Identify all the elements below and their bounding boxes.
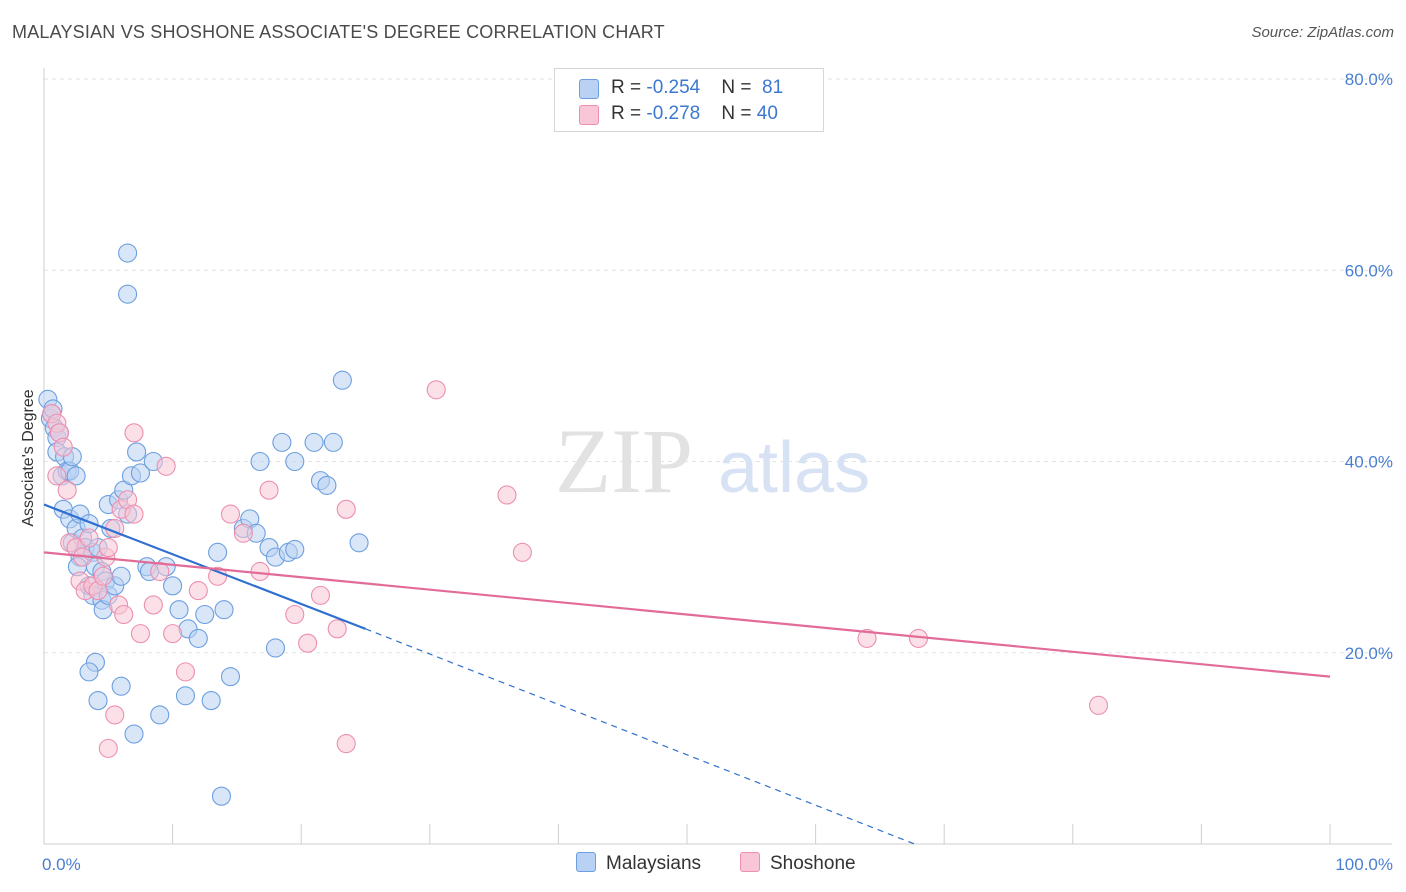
data-point-malaysians <box>214 600 234 620</box>
data-point-shoshone <box>130 624 150 644</box>
data-point-shoshone <box>336 734 356 754</box>
chart-title: MALAYSIAN VS SHOSHONE ASSOCIATE'S DEGREE… <box>12 22 665 42</box>
legend-text: R = -0.254 N = 81 <box>611 77 784 98</box>
data-point-malaysians <box>88 691 108 711</box>
data-point-shoshone <box>79 528 99 548</box>
data-point-shoshone <box>57 480 77 500</box>
y-tick-label: 80.0% <box>1345 70 1393 89</box>
data-point-malaysians <box>175 686 196 706</box>
data-points <box>38 243 1109 806</box>
legend-text: R = -0.278 N = 40 <box>611 103 778 124</box>
data-point-shoshone <box>143 595 163 615</box>
n-value: 81 <box>762 77 784 98</box>
data-point-malaysians <box>208 542 228 562</box>
data-point-shoshone <box>285 604 305 625</box>
data-point-malaysians <box>211 786 232 806</box>
bottom-legend-shoshone: Shoshone <box>740 852 856 876</box>
data-point-malaysians <box>272 432 292 452</box>
data-point-shoshone <box>220 504 241 524</box>
data-point-malaysians <box>169 600 189 620</box>
n-value: 40 <box>756 103 778 124</box>
x-tick-label: 100.0% <box>1335 855 1393 874</box>
data-point-malaysians <box>111 566 131 586</box>
watermark-atlas: atlas <box>718 428 870 508</box>
x-tick-label: 0.0% <box>42 855 81 874</box>
data-point-malaysians <box>250 451 270 472</box>
data-point-shoshone <box>114 604 134 625</box>
data-point-malaysians <box>66 466 86 486</box>
gridlines <box>44 78 1392 654</box>
data-point-shoshone <box>175 662 196 682</box>
data-point-malaysians <box>124 724 144 744</box>
data-point-shoshone <box>1088 695 1109 715</box>
data-point-malaysians <box>79 662 99 682</box>
trend-line-shoshone <box>43 551 1331 678</box>
data-point-shoshone <box>188 581 208 601</box>
data-point-shoshone <box>298 633 318 653</box>
y-tick-label: 40.0% <box>1345 453 1393 472</box>
data-point-shoshone <box>156 456 176 476</box>
data-point-malaysians <box>150 705 170 725</box>
data-point-malaysians <box>163 576 183 596</box>
trend-lines <box>43 503 1331 845</box>
legend-label: Malaysians <box>606 853 702 874</box>
watermark-zip: ZIP <box>555 410 693 512</box>
data-point-malaysians <box>285 539 305 560</box>
data-point-malaysians <box>127 442 147 462</box>
data-point-malaysians <box>304 432 324 452</box>
legend-label: Shoshone <box>770 853 856 874</box>
source-label: Source: ZipAtlas.com <box>1251 24 1394 41</box>
legend-swatch-pink <box>740 852 760 872</box>
legend-swatch-pink <box>579 105 599 125</box>
tick-labels: 20.0% 40.0% 60.0% 80.0% 0.0% 100.0% Associate'… <box>20 70 1393 874</box>
data-point-malaysians <box>195 604 215 625</box>
legend-swatch-blue <box>576 852 596 872</box>
data-point-shoshone <box>163 624 183 644</box>
correlation-legend: R = -0.254 N = 81 R = -0.278 N = 40 <box>554 68 824 132</box>
data-point-shoshone <box>857 628 877 648</box>
trend-line-malaysians <box>43 503 366 630</box>
data-point-shoshone <box>336 499 356 519</box>
data-point-shoshone <box>310 585 331 605</box>
data-point-shoshone <box>497 485 517 505</box>
axes <box>43 68 1392 845</box>
data-point-malaysians <box>118 243 138 263</box>
data-point-malaysians <box>118 284 138 304</box>
data-point-shoshone <box>105 705 125 725</box>
watermark: ZIP atlas <box>555 410 870 512</box>
data-point-malaysians <box>130 463 150 483</box>
y-tick-label: 60.0% <box>1345 261 1393 280</box>
data-point-shoshone <box>124 423 144 443</box>
data-point-shoshone <box>233 523 253 543</box>
data-point-shoshone <box>327 619 347 639</box>
data-point-malaysians <box>285 451 305 472</box>
bottom-legend-malaysians: Malaysians <box>576 852 701 876</box>
data-point-shoshone <box>124 504 144 524</box>
data-point-shoshone <box>93 566 113 586</box>
data-point-shoshone <box>47 466 67 486</box>
data-point-shoshone <box>250 561 270 582</box>
data-point-malaysians <box>188 628 208 648</box>
r-value: -0.278 <box>646 103 701 124</box>
data-point-malaysians <box>265 638 286 658</box>
legend-swatch-blue <box>579 79 599 99</box>
data-point-shoshone <box>53 437 73 457</box>
data-point-shoshone <box>259 480 279 500</box>
trend-line-malaysians-extension <box>365 628 915 845</box>
data-point-malaysians <box>323 432 343 452</box>
data-point-shoshone <box>512 542 532 562</box>
data-point-malaysians <box>317 475 337 495</box>
y-tick-label: 20.0% <box>1345 644 1393 663</box>
data-point-malaysians <box>111 676 131 696</box>
y-axis-label: Associate's Degree <box>20 389 37 526</box>
data-point-shoshone <box>426 380 446 400</box>
data-point-malaysians <box>201 691 221 711</box>
data-point-shoshone <box>98 738 118 758</box>
r-value: -0.254 <box>646 77 701 98</box>
data-point-malaysians <box>349 533 369 553</box>
data-point-shoshone <box>98 538 118 558</box>
data-point-malaysians <box>220 667 241 687</box>
data-point-malaysians <box>332 370 352 390</box>
